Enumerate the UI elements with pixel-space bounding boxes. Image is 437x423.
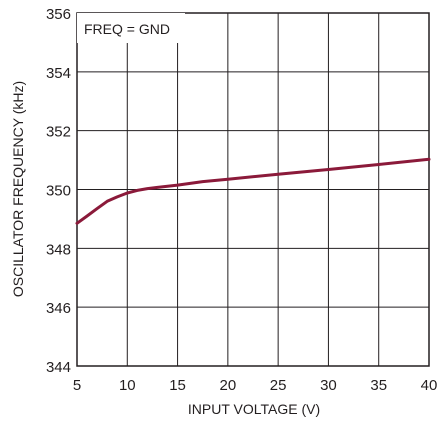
x-axis-title: INPUT VOLTAGE (V)	[188, 401, 320, 417]
plot-border	[76, 12, 430, 367]
y-tick-label: 356	[46, 6, 71, 23]
series-group	[75, 157, 431, 225]
y-tick-label: 344	[46, 359, 71, 376]
y-tick-label: 350	[46, 183, 71, 200]
y-axis-title: OSCILLATOR FREQUENCY (kHz)	[10, 81, 26, 297]
annotation-text: FREQ = GND	[84, 21, 170, 37]
grid	[77, 13, 429, 366]
x-tick-label: 5	[73, 377, 81, 394]
plot-frame	[76, 12, 430, 367]
x-tick-labels: 5 10 15 20 25 30 35 40	[73, 377, 437, 394]
x-tick-label: 30	[320, 377, 337, 394]
x-tick-label: 10	[119, 377, 136, 394]
x-tick-label: 25	[270, 377, 287, 394]
y-tick-label: 352	[46, 124, 71, 141]
y-tick-label: 346	[46, 300, 71, 317]
series-line	[75, 157, 431, 225]
y-tick-label: 348	[46, 241, 71, 258]
x-tick-label: 15	[169, 377, 186, 394]
y-tick-labels: 344 346 348 350 352 354 356	[46, 6, 71, 376]
x-tick-label: 20	[220, 377, 237, 394]
annotation-box: FREQ = GND	[77, 13, 185, 43]
x-tick-label: 40	[421, 377, 437, 394]
x-tick-label: 35	[370, 377, 387, 394]
y-tick-label: 354	[46, 65, 71, 82]
